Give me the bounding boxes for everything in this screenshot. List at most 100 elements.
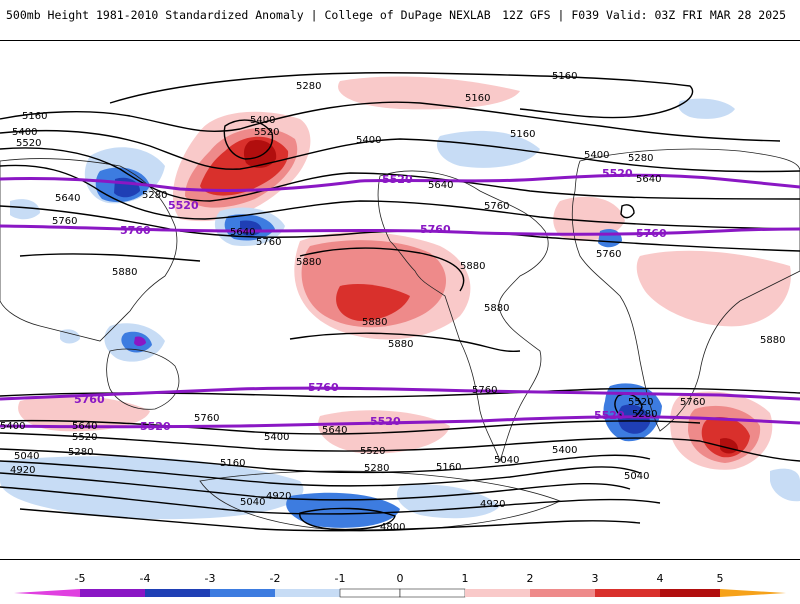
anomaly-neg-16 xyxy=(286,492,400,528)
colorbar-tick: 4 xyxy=(657,572,664,585)
highlight-label: 5520 xyxy=(594,409,625,422)
highlight-label: 5760 xyxy=(308,381,339,394)
contour-5520-south-black xyxy=(0,432,800,462)
contour-5640-south xyxy=(0,419,701,435)
contour-label: 5520 xyxy=(72,432,97,443)
anomaly-pos-8 xyxy=(338,76,520,110)
contour-label: 4920 xyxy=(10,465,35,476)
model-run-info: 12Z GFS | F039 Valid: 03Z FRI MAR 28 202… xyxy=(502,8,786,22)
colorbar-seg-pos1 xyxy=(465,589,530,597)
contour-5640-north xyxy=(0,164,800,230)
colorbar-tick: 2 xyxy=(527,572,534,585)
contour-5040-south xyxy=(0,486,661,515)
contour-label: 5040 xyxy=(240,497,265,508)
australia-coastline xyxy=(106,348,180,410)
colorbar-ticks: -5 -4 -3 -2 -1 0 1 2 3 4 5 xyxy=(75,572,724,585)
contour-label: 5280 xyxy=(296,81,321,92)
contour-label: 5640 xyxy=(230,227,255,238)
eurasia-africa-coastline xyxy=(571,148,800,432)
highlight-labels: 5520 5520 5520 5760 5760 5760 5760 5760 … xyxy=(74,167,667,433)
map-panel[interactable]: 5160 5160 5160 5160 5160 5160 5280 5280 … xyxy=(0,40,800,560)
contour-label: 5640 xyxy=(322,425,347,436)
contour-label: 5400 xyxy=(264,432,289,443)
colorbar-seg-neg1 xyxy=(339,588,401,598)
colorbar-seg-pos2 xyxy=(530,589,595,597)
header: 500mb Height 1981-2010 Standardized Anom… xyxy=(0,0,800,40)
anomaly-neg-13 xyxy=(134,336,146,346)
colorbar-svg: -5 -4 -3 -2 -1 0 1 2 3 4 5 xyxy=(14,572,786,598)
contour-label: 5880 xyxy=(760,335,785,346)
anomaly-neg-14 xyxy=(60,329,80,344)
contour-label: 5760 xyxy=(484,201,509,212)
highlight-5760-north xyxy=(0,224,800,236)
highlight-5520-south xyxy=(0,415,800,429)
contour-label: 5400 xyxy=(356,135,381,146)
contour-label: 5040 xyxy=(14,451,39,462)
anomaly-neg-10 xyxy=(678,98,735,119)
contour-label: 5280 xyxy=(142,190,167,201)
highlight-label: 5520 xyxy=(382,173,413,186)
contour-label: 5280 xyxy=(632,409,657,420)
highlight-label: 5760 xyxy=(420,223,451,236)
colorbar-segments xyxy=(14,588,786,598)
contour-label: 5520 xyxy=(628,397,653,408)
contour-label: 5640 xyxy=(72,421,97,432)
contour-5160-south xyxy=(0,472,631,501)
highlight-label: 5520 xyxy=(602,167,633,180)
map-svg: 5160 5160 5160 5160 5160 5160 5280 5280 … xyxy=(0,71,800,533)
colorbar-tick: 3 xyxy=(592,572,599,585)
colorbar-tick: -2 xyxy=(270,572,281,585)
colorbar-tick: -1 xyxy=(335,572,346,585)
contour-5400-south xyxy=(0,448,651,474)
colorbar-tick: -5 xyxy=(75,572,86,585)
contour-label: 5880 xyxy=(296,257,321,268)
colorbar-seg-neg4 xyxy=(145,589,210,597)
colorbar-tick: 5 xyxy=(717,572,724,585)
colorbar-seg-neg2 xyxy=(275,589,340,597)
contour-label: 5640 xyxy=(55,193,80,204)
contour-5760-north-black xyxy=(0,205,800,252)
height-contours xyxy=(0,72,800,532)
highlight-5520-north xyxy=(0,173,800,193)
highlight-label: 5760 xyxy=(120,224,151,237)
contour-label: 5160 xyxy=(510,129,535,140)
contour-label: 5520 xyxy=(360,446,385,457)
map-title: 500mb Height 1981-2010 Standardized Anom… xyxy=(6,8,491,22)
colorbar-tick: -3 xyxy=(205,572,216,585)
contour-label: 5160 xyxy=(436,462,461,473)
contour-label: 5640 xyxy=(636,174,661,185)
contour-5520-north-black xyxy=(0,147,800,202)
contour-5880-north xyxy=(19,247,465,292)
contour-5400-closed-high xyxy=(223,119,274,160)
contour-label: 5760 xyxy=(680,397,705,408)
asia-coastline xyxy=(0,158,178,342)
contour-label: 5880 xyxy=(460,261,485,272)
contour-label: 5400 xyxy=(250,115,275,126)
contour-label: 5040 xyxy=(494,455,519,466)
contour-label: 5400 xyxy=(584,150,609,161)
contour-label: 5040 xyxy=(624,471,649,482)
contour-label: 5160 xyxy=(465,93,490,104)
contour-label: 4920 xyxy=(266,491,291,502)
contour-5400-north xyxy=(0,130,800,173)
contour-label: 5760 xyxy=(596,249,621,260)
anomaly-shading xyxy=(0,76,800,528)
colorbar-tick: 1 xyxy=(462,572,469,585)
contour-label: 5400 xyxy=(12,127,37,138)
contour-label: 5760 xyxy=(256,237,281,248)
colorbar-seg-neg5 xyxy=(80,589,145,597)
highlight-label: 5760 xyxy=(636,227,667,240)
contour-label: 5520 xyxy=(16,138,41,149)
colorbar-arrow-neg xyxy=(14,589,80,597)
contour-label: 5640 xyxy=(428,180,453,191)
contour-5280-south xyxy=(0,460,641,487)
contour-labels: 5160 5160 5160 5160 5160 5160 5280 5280 … xyxy=(0,71,785,533)
contour-label: 5280 xyxy=(68,447,93,458)
contour-label: 5880 xyxy=(362,317,387,328)
contour-label: 5880 xyxy=(484,303,509,314)
colorbar-arrow-pos xyxy=(720,589,786,597)
contour-5880-south xyxy=(289,332,521,353)
contour-5160-north xyxy=(109,72,694,119)
colorbar-seg-pos4 xyxy=(660,589,720,597)
highlight-5760-south xyxy=(0,386,800,401)
